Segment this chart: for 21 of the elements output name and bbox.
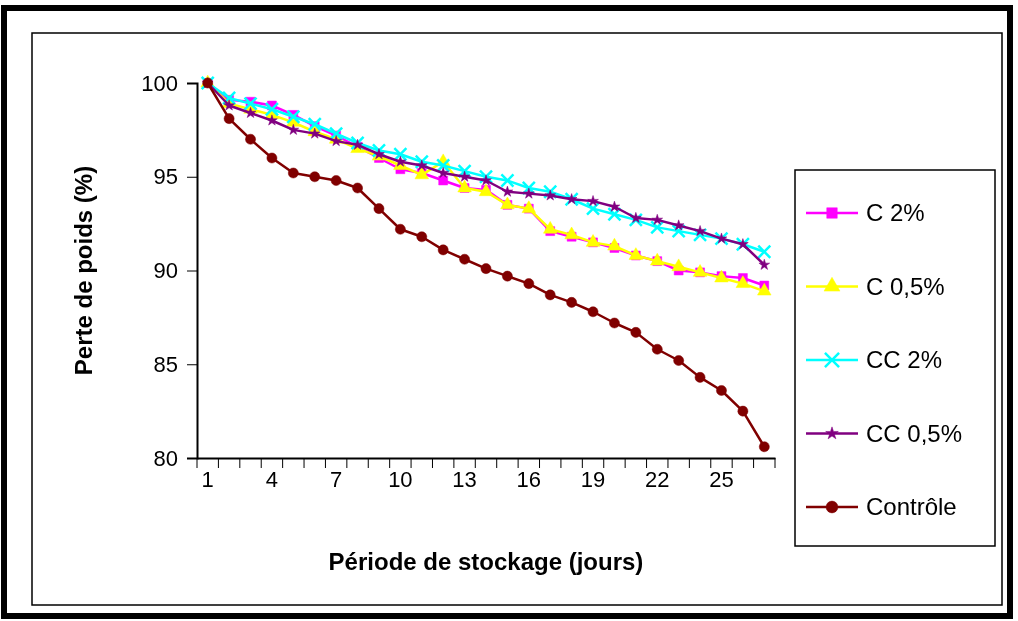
y-tick-label: 80 [153, 445, 178, 471]
y-axis-title: Perte de poids (%) [70, 165, 97, 376]
x-axis-title: Période de stockage (jours) [328, 548, 644, 575]
x-tick-label: 13 [452, 467, 477, 492]
y-tick-label: 100 [141, 70, 178, 96]
x-tick-label: 10 [388, 467, 413, 492]
y-tick-label: 85 [153, 351, 178, 377]
y-tick-label: 90 [153, 258, 178, 284]
x-tick-label: 22 [645, 467, 670, 492]
x-tick-label: 7 [330, 467, 343, 492]
legend-label: C 0,5% [866, 272, 945, 300]
x-tick-label: 16 [516, 467, 542, 492]
legend-label: CC 2% [866, 346, 943, 373]
x-tick-label: 1 [201, 467, 214, 492]
legend-label: C 2% [866, 199, 925, 226]
x-tick-label: 25 [709, 467, 734, 492]
x-tick-label: 4 [265, 467, 279, 492]
legend-label: CC 0,5% [866, 419, 963, 447]
x-tick-label: 19 [580, 467, 606, 492]
y-tick-label: 95 [153, 164, 178, 190]
legend-label: Contrôle [866, 493, 957, 520]
